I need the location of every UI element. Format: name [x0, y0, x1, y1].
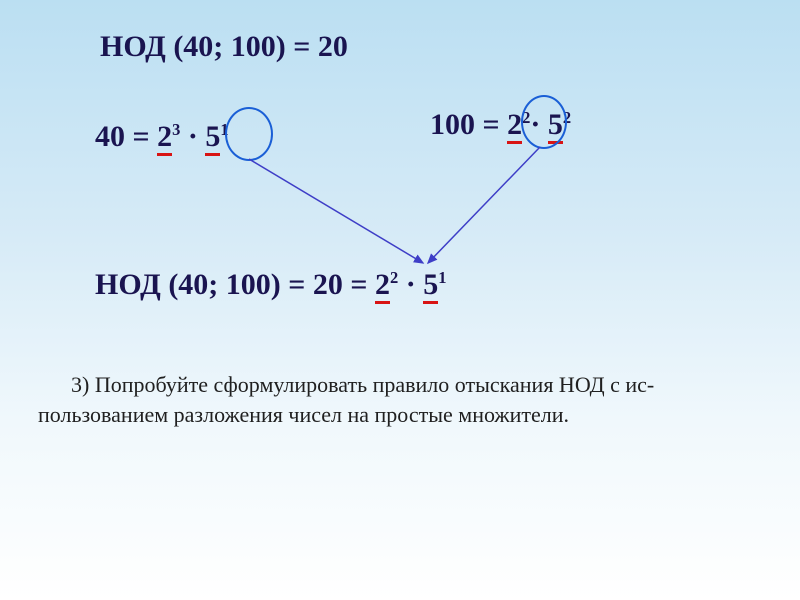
- gcd-title-pre: НОД (40; 100) =: [100, 30, 318, 63]
- task-text: 3) Попробуйте сформулировать правило оты…: [38, 370, 778, 429]
- equation-gcd-result: НОД (40; 100) = 20 = 22 · 51: [95, 268, 447, 302]
- eq100-pre: 100 =: [430, 108, 507, 141]
- circle-highlight-2: [521, 95, 567, 149]
- eq40-base2: 5: [205, 120, 220, 156]
- content-area: НОД (40; 100) = 20 40 = 23 · 51 100 = 22…: [0, 0, 800, 600]
- eq40-pre: 40 =: [95, 120, 157, 153]
- task-line-2: пользованием разложения чисел на простые…: [38, 400, 778, 430]
- gcd-result-dot: ·: [398, 268, 423, 301]
- circle-highlight-1: [225, 107, 273, 161]
- gcd-title-value: 20: [318, 30, 348, 63]
- gcd-result-base1: 2: [375, 268, 390, 304]
- gcd-result-exp2: 1: [438, 268, 446, 287]
- eq40-base1: 2: [157, 120, 172, 156]
- equation-40-factorization: 40 = 23 · 51: [95, 120, 229, 154]
- eq100-base1: 2: [507, 108, 522, 144]
- gcd-result-exp1: 2: [390, 268, 398, 287]
- gcd-result-pre: НОД (40; 100) = 20 =: [95, 268, 375, 301]
- task-line-1: 3) Попробуйте сформулировать правило оты…: [38, 370, 778, 400]
- equation-gcd-title: НОД (40; 100) = 20: [100, 30, 348, 64]
- gcd-result-base2: 5: [423, 268, 438, 304]
- arrow-1: [249, 159, 423, 263]
- arrow-2: [428, 147, 540, 263]
- eq40-dot: ·: [180, 120, 205, 153]
